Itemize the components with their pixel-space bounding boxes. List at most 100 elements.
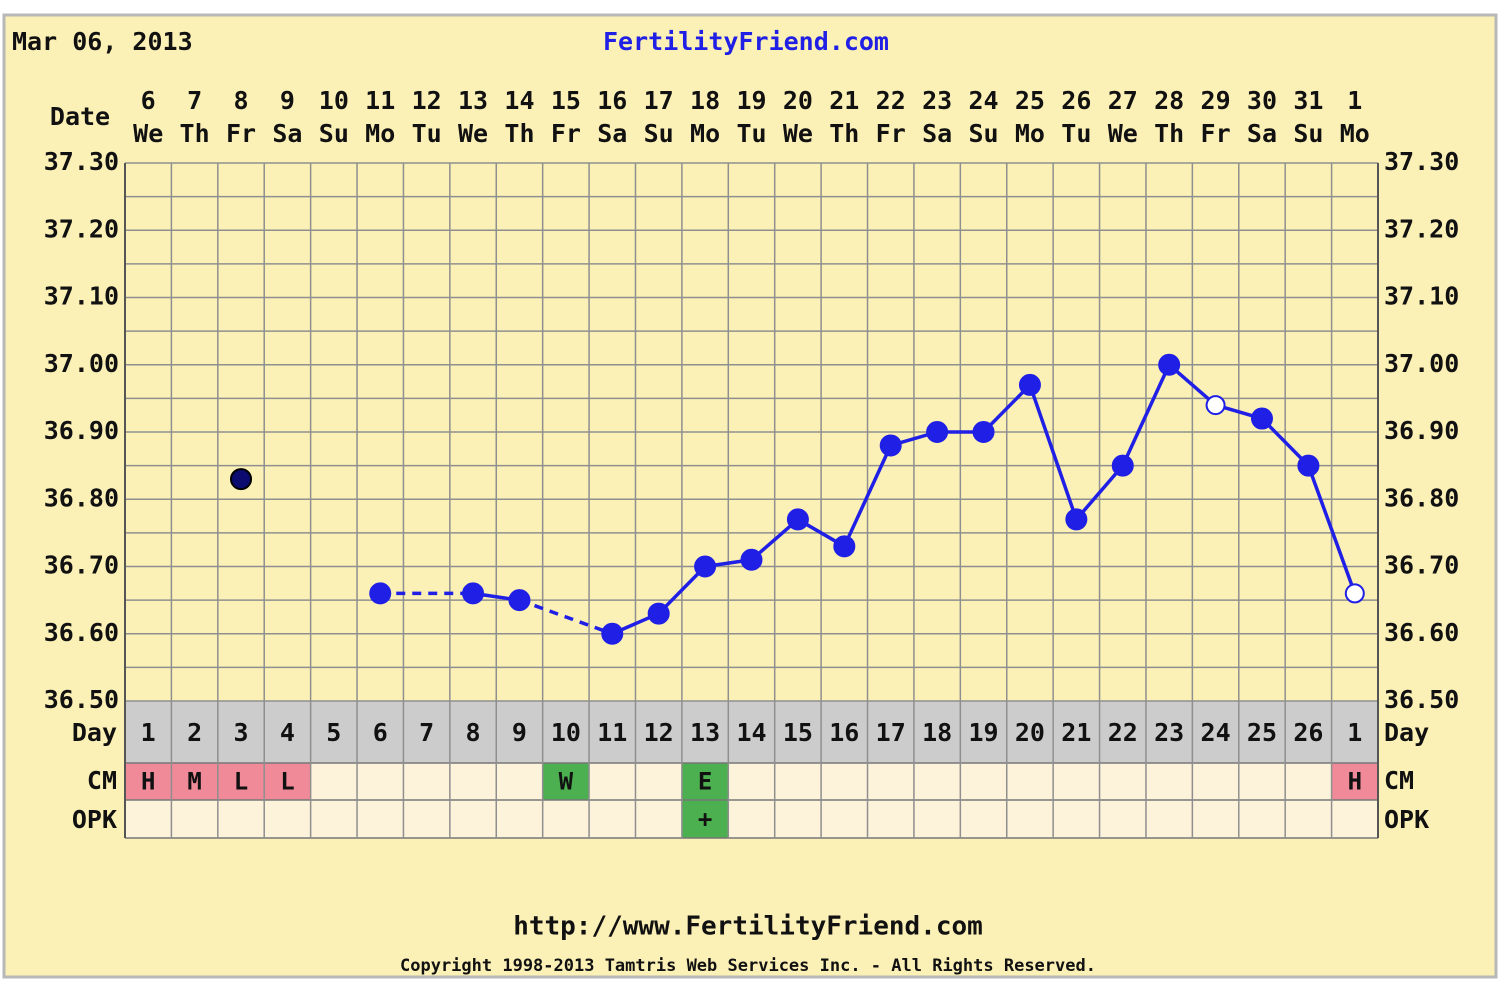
- y2-tick-label: 36.90: [1384, 416, 1459, 445]
- x-tick-label: 10: [319, 86, 349, 115]
- cycle-day-label: 19: [968, 718, 998, 747]
- weekday-label: Sa: [1247, 119, 1277, 148]
- cycle-day-label: 7: [419, 718, 434, 747]
- x-tick-label: 28: [1154, 86, 1184, 115]
- x-tick-label: 30: [1247, 86, 1277, 115]
- weekday-label: Fr: [226, 119, 256, 148]
- cm-code: H: [141, 768, 155, 796]
- x-tick-label: 20: [783, 86, 813, 115]
- cm-label: CM: [87, 766, 117, 795]
- temperature-point: [694, 555, 717, 578]
- x-tick-label: 11: [365, 86, 395, 115]
- weekday-label: Fr: [876, 119, 906, 148]
- temperature-segment: [518, 598, 613, 636]
- x-tick-label: 16: [597, 86, 627, 115]
- temperature-point: [1344, 583, 1365, 604]
- y2-tick-label: 36.70: [1384, 551, 1459, 580]
- chart-date: Mar 06, 2013: [12, 27, 193, 56]
- temperature-point: [230, 468, 253, 491]
- cm-code: E: [698, 768, 712, 796]
- cycle-day-label: 5: [326, 718, 341, 747]
- day-label: Day: [1384, 718, 1429, 747]
- x-tick-label: 25: [1015, 86, 1045, 115]
- weekday-label: Su: [319, 119, 349, 148]
- temperature-point: [1065, 508, 1088, 531]
- cm-code: L: [234, 768, 248, 796]
- day-row: [125, 701, 1378, 763]
- x-tick-label: 15: [551, 86, 581, 115]
- weekday-label: Sa: [597, 119, 627, 148]
- opk-code: +: [698, 805, 712, 833]
- day-label: Day: [72, 718, 117, 747]
- x-tick-label: 23: [922, 86, 952, 115]
- x-tick-label: 1: [1347, 86, 1362, 115]
- cm-cell: [171, 763, 218, 800]
- temperature-segment: [1028, 384, 1079, 520]
- site-url: http://www.FertilityFriend.com: [513, 912, 983, 942]
- cycle-day-label: 17: [876, 718, 906, 747]
- temperature-point: [786, 508, 809, 531]
- opk-label: OPK: [72, 805, 117, 834]
- x-tick-label: 13: [458, 86, 488, 115]
- x-tick-label: 22: [876, 86, 906, 115]
- x-tick-label: 12: [412, 86, 442, 115]
- cycle-day-label: 4: [280, 718, 295, 747]
- y-tick-label: 36.90: [44, 416, 119, 445]
- cm-label: CM: [1384, 766, 1414, 795]
- cm-cell: [125, 763, 172, 800]
- y2-tick-label: 37.20: [1384, 214, 1459, 243]
- weekday-label: Fr: [551, 119, 581, 148]
- y-tick-label: 37.10: [44, 282, 119, 311]
- opk-cell: [681, 800, 729, 838]
- cm-cell: [1331, 763, 1378, 800]
- temperature-point: [601, 622, 624, 645]
- x-tick-label: 17: [644, 86, 674, 115]
- temperature-point: [879, 434, 902, 457]
- cycle-day-label: 8: [466, 718, 481, 747]
- cycle-day-label: 25: [1247, 718, 1277, 747]
- cycle-day-label: 22: [1108, 718, 1138, 747]
- temperature-point: [926, 421, 949, 443]
- temperature-point: [1158, 353, 1181, 376]
- cm-cell: [681, 763, 729, 800]
- temperature-segment: [1306, 465, 1357, 594]
- weekday-label: Tu: [412, 119, 442, 148]
- y-tick-label: 37.30: [44, 147, 119, 176]
- cycle-day-label: 20: [1015, 718, 1045, 747]
- temperature-segment: [657, 565, 707, 615]
- cycle-day-label: 6: [373, 718, 388, 747]
- date-label: Date: [50, 102, 110, 131]
- y2-tick-label: 36.50: [1384, 685, 1459, 714]
- x-tick-label: 29: [1201, 86, 1231, 115]
- weekday-label: Mo: [1340, 119, 1370, 148]
- temperature-point: [462, 582, 485, 605]
- x-tick-label: 21: [829, 86, 859, 115]
- cm-code: M: [187, 768, 201, 796]
- cycle-day-label: 26: [1293, 718, 1323, 747]
- y2-tick-label: 37.10: [1384, 282, 1459, 311]
- y-tick-label: 36.50: [44, 685, 119, 714]
- weekday-label: Tu: [1061, 119, 1091, 148]
- cycle-day-label: 18: [922, 718, 952, 747]
- cm-cell: [264, 763, 311, 800]
- temperature-segment: [1121, 364, 1171, 467]
- weekday-label: Su: [644, 119, 674, 148]
- y2-tick-label: 36.80: [1384, 483, 1459, 512]
- temperature-point: [972, 421, 995, 443]
- cm-cell: [217, 763, 265, 800]
- x-tick-label: 18: [690, 86, 720, 115]
- x-tick-label: 27: [1108, 86, 1138, 115]
- temperature-point: [1250, 407, 1273, 430]
- x-tick-label: 19: [736, 86, 766, 115]
- y-tick-label: 36.80: [44, 483, 119, 512]
- temperature-point: [369, 582, 392, 605]
- cycle-day-label: 24: [1201, 718, 1231, 747]
- cycle-day-label: 9: [512, 718, 527, 747]
- cm-code: L: [280, 768, 294, 796]
- x-tick-label: 6: [141, 86, 156, 115]
- cycle-day-label: 3: [233, 718, 248, 747]
- temperature-point: [1018, 373, 1041, 396]
- weekday-label: Mo: [365, 119, 395, 148]
- weekday-label: Th: [504, 119, 534, 148]
